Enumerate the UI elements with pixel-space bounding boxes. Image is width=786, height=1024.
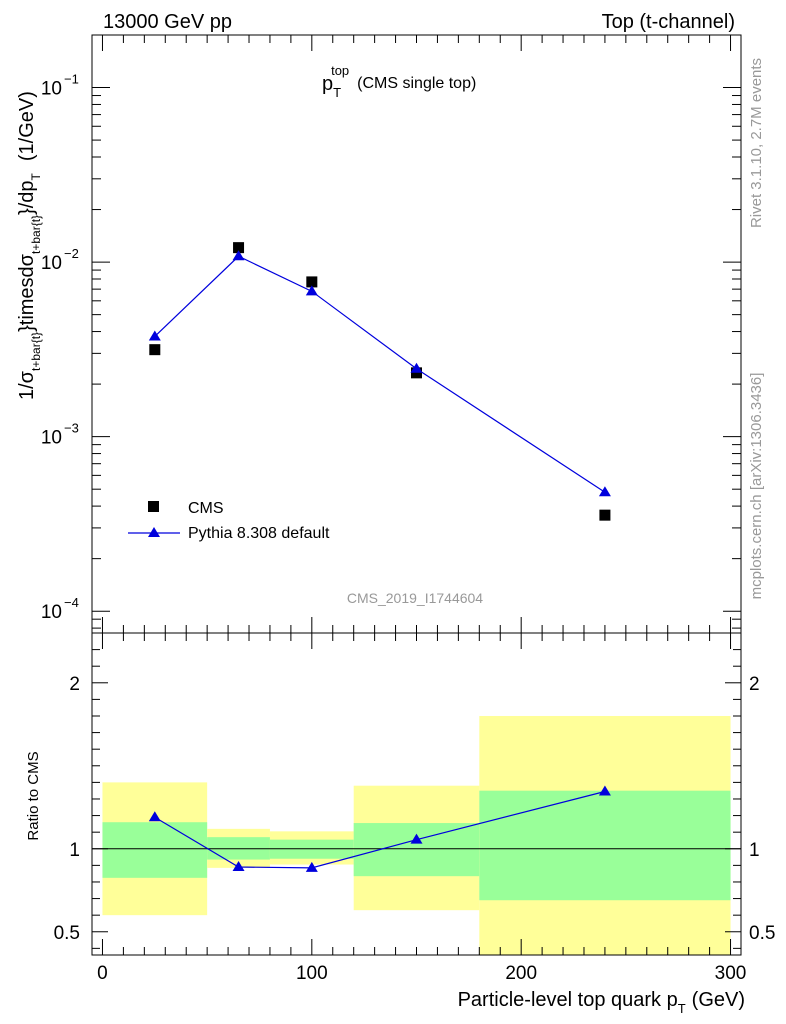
- main-y-tick-label: 10: [41, 428, 62, 449]
- main-y-tick-label-exp: −3: [64, 421, 79, 436]
- ratio-y-tick-label: 2: [69, 674, 80, 695]
- mcplots-credit-label: mcplots.cern.ch [arXiv:1306.3436]: [748, 373, 765, 600]
- main-data-series: [148, 242, 611, 521]
- pythia-data-point: [410, 362, 423, 373]
- ratio-y-tick-label-right: 1: [749, 840, 760, 861]
- main-y-tick-label: 10: [41, 253, 62, 274]
- ratio-green-band: [479, 790, 731, 901]
- pythia-data-point: [598, 486, 611, 497]
- pythia-line: [154, 255, 606, 493]
- ratio-green-band: [353, 823, 480, 877]
- main-y-tick-labels: 10−110−210−310−4: [41, 72, 79, 624]
- cms-data-point: [149, 344, 161, 356]
- ratio-y-axis-label: Ratio to CMS: [25, 751, 42, 840]
- legend-marker-pythia: [148, 527, 160, 537]
- ratio-data-point: [305, 861, 318, 872]
- main-y-tick-label: 10: [41, 79, 62, 100]
- cms-data-point: [306, 276, 318, 288]
- x-tick-label: 200: [505, 963, 537, 984]
- pythia-data-point: [232, 250, 245, 261]
- main-x-ticks: [101, 35, 732, 633]
- ratio-pythia-series: [148, 785, 611, 872]
- plot-title: pTtop(CMS single top): [322, 63, 476, 100]
- x-axis-label: Particle-level top quark pT (GeV): [458, 989, 745, 1016]
- ratio-x-ticks: [101, 633, 732, 955]
- analysis-id-label: CMS_2019_I1744604: [347, 590, 483, 606]
- ratio-y-tick-label-right: 0.5: [749, 923, 775, 944]
- x-tick-label: 100: [296, 963, 328, 984]
- ratio-data-point: [410, 833, 423, 844]
- main-y-tick-label-exp: −1: [64, 72, 79, 87]
- legend: CMS Pythia 8.308 default: [128, 500, 330, 542]
- cms-data-point: [411, 367, 422, 379]
- ratio-y-ticks: [92, 649, 741, 949]
- legend-label-pythia: Pythia 8.308 default: [188, 525, 330, 542]
- main-y-axis-label: 1/σt+bar{t}}timesdσt+bar{t}}/dpT(1/GeV): [16, 91, 43, 400]
- pythia-data-point: [148, 330, 161, 341]
- ratio-green-band: [102, 822, 208, 878]
- ratio-y-tick-label: 1: [69, 840, 80, 861]
- x-tick-label: 0: [97, 963, 108, 984]
- main-y-tick-label: 10: [41, 602, 62, 623]
- main-plot-frame: [91, 34, 742, 634]
- header-process-label: Top (t-channel): [602, 11, 735, 33]
- ratio-panel: 0.5 0.5 1 1 2 2 0 100 200 300 Ratio to CMS Partic…: [25, 632, 776, 1016]
- cms-data-point: [233, 242, 245, 254]
- legend-marker-cms: [148, 501, 159, 512]
- ratio-data-point: [598, 785, 611, 796]
- ratio-data-point: [148, 811, 161, 822]
- cms-data-point: [599, 509, 611, 521]
- x-tick-label: 300: [715, 963, 747, 984]
- main-y-ticks: [92, 34, 741, 629]
- pythia-data-point: [305, 285, 318, 296]
- main-y-tick-label-exp: −2: [64, 246, 79, 261]
- ratio-data-point: [232, 861, 245, 872]
- ratio-y-tick-label-right: 2: [749, 674, 760, 695]
- rivet-version-label: Rivet 3.1.10, 2.7M events: [748, 58, 765, 228]
- ratio-y-tick-label: 0.5: [54, 923, 80, 944]
- ratio-tick-labels: 0.5 0.5 1 1 2 2 0 100 200 300: [54, 674, 776, 984]
- main-panel: 10−110−210−310−4 pTtop(CMS single top) C…: [16, 34, 742, 634]
- legend-label-cms: CMS: [188, 500, 224, 517]
- main-y-tick-label-exp: −4: [64, 595, 79, 610]
- header-energy-label: 13000 GeV pp: [103, 11, 232, 33]
